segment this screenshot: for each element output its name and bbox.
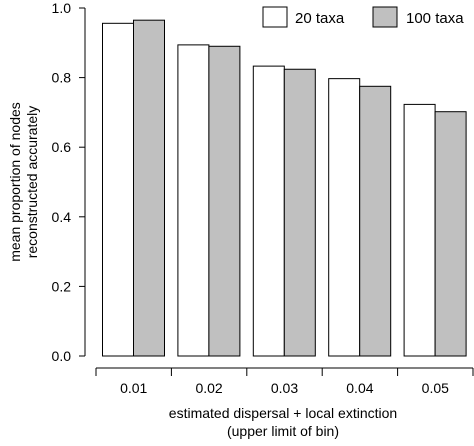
bar-series1-0.04: [328, 78, 361, 357]
bar-series2-0.02: [208, 45, 241, 357]
x-tick-label: 0.01: [120, 380, 147, 396]
legend-label-series2: 100 taxa: [406, 10, 464, 27]
x-tick-label: 0.05: [422, 380, 449, 396]
x-tick-label: 0.03: [271, 380, 298, 396]
y-tick-label: 1.0: [52, 0, 72, 16]
y-tick-label: 0.2: [52, 278, 72, 294]
bar-series1-0.03: [252, 65, 285, 357]
y-tick-label: 0.4: [52, 209, 72, 225]
bar-series2-0.05: [434, 111, 467, 357]
axes-layer: 0.0 0.2 0.4 0.6 0.8 1.0 0.01 0.02 0.03 0.04 0.05: [52, 0, 474, 396]
legend-label-series1: 20 taxa: [295, 10, 345, 27]
bar-series1-0.02: [177, 44, 210, 357]
x-axis-label-line2: (upper limit of bin): [227, 423, 339, 439]
y-axis-label-line2: reconstructed accurately: [24, 106, 40, 259]
x-tick-label: 0.02: [195, 380, 222, 396]
bar-series1-0.01: [102, 22, 134, 357]
y-tick-label: 0.8: [52, 70, 72, 86]
y-tick-label: 0.6: [52, 139, 72, 155]
bar-series2-0.03: [283, 68, 316, 357]
bar-series1-0.05: [403, 103, 436, 357]
y-tick-label: 0.0: [52, 348, 72, 364]
bar-series2-0.04: [359, 85, 392, 357]
legend: 20 taxa 100 taxa: [262, 6, 464, 28]
bars-layer: [102, 19, 467, 357]
y-axis-label-line1: mean proportion of nodes: [7, 102, 23, 262]
legend-swatch-series1: [262, 6, 288, 28]
x-tick-label: 0.04: [346, 380, 373, 396]
x-axis-label-line1: estimated dispersal + local extinction: [169, 405, 397, 421]
bar-series2-0.01: [133, 19, 165, 357]
legend-swatch-series2: [372, 6, 398, 28]
